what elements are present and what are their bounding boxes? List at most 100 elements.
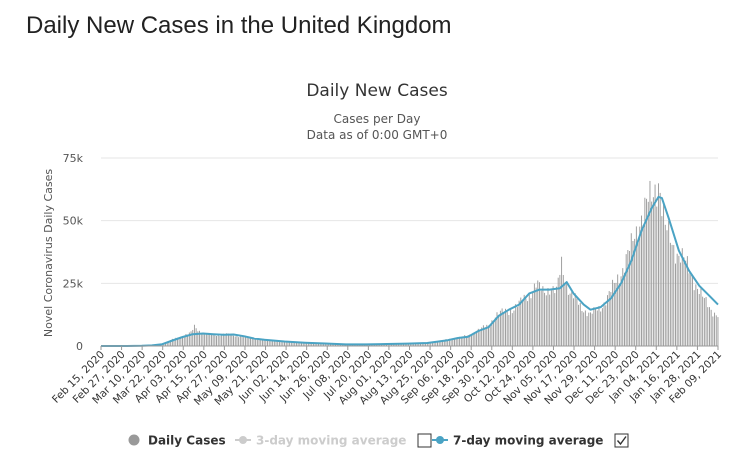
daily-cases-bar — [454, 338, 455, 346]
seven-day-moving-average-line — [101, 195, 719, 347]
daily-cases-bar — [204, 332, 206, 346]
legend-circle-marker — [128, 434, 140, 446]
daily-cases-bar — [193, 324, 195, 346]
legend-item-daily-cases[interactable]: Daily Cases — [128, 434, 226, 448]
daily-cases-bar — [309, 343, 311, 346]
daily-cases-bar — [323, 343, 325, 346]
daily-cases-bar — [569, 293, 571, 346]
daily-cases-bar — [406, 343, 408, 346]
daily-cases-bar — [673, 245, 675, 346]
daily-cases-bar — [708, 307, 710, 346]
daily-cases-bar — [554, 293, 556, 346]
daily-cases-bar — [586, 316, 588, 346]
daily-cases-bar — [437, 341, 438, 346]
daily-cases-bar — [233, 335, 234, 346]
daily-cases-bar — [292, 342, 294, 346]
daily-cases-bar — [549, 294, 551, 346]
daily-cases-bar — [615, 282, 617, 346]
daily-cases-bar — [250, 337, 251, 346]
daily-cases-bar — [647, 201, 649, 346]
daily-cases-bar — [420, 343, 421, 346]
daily-cases-bar — [413, 343, 415, 346]
chart-subtitle-line-1: Cases per Day — [334, 112, 421, 126]
daily-cases-bar — [697, 288, 699, 346]
legend-item-3-day-moving-average[interactable]: 3-day moving average — [235, 434, 406, 448]
daily-cases-bar — [333, 343, 335, 346]
daily-cases-bar — [540, 290, 542, 346]
daily-cases-bar — [246, 336, 248, 346]
daily-cases-bar — [450, 338, 452, 346]
daily-cases-bar — [399, 343, 401, 346]
daily-cases-bar — [219, 335, 221, 346]
daily-cases-bar — [503, 312, 505, 346]
daily-cases-bar — [641, 215, 642, 346]
daily-cases-bar — [403, 343, 404, 346]
daily-cases-bar — [688, 273, 690, 346]
daily-cases-bar — [600, 311, 602, 346]
legend-checkbox[interactable] — [417, 433, 432, 448]
daily-cases-bar — [328, 343, 330, 346]
daily-cases-bar — [508, 315, 510, 346]
daily-cases-bar — [686, 256, 688, 346]
daily-cases-bar — [627, 250, 629, 346]
daily-cases-bar — [610, 292, 612, 346]
daily-cases-bar — [295, 342, 297, 346]
daily-cases-bar — [414, 343, 416, 346]
daily-cases-bar — [297, 342, 299, 346]
daily-cases-bar — [401, 343, 403, 346]
daily-cases-bar — [533, 283, 535, 346]
legend: Daily Cases 3-day moving average 7-day mov… — [128, 433, 629, 448]
daily-cases-bar — [527, 301, 529, 346]
daily-cases-bar — [464, 335, 466, 346]
daily-cases-bar — [312, 343, 314, 346]
daily-cases-bar — [265, 339, 267, 346]
daily-cases-bar — [387, 344, 389, 346]
daily-cases-bar — [566, 281, 568, 346]
daily-cases-bar — [197, 331, 199, 346]
daily-cases-bar — [321, 343, 323, 346]
daily-cases-bar — [491, 320, 493, 346]
daily-cases-bar — [183, 336, 185, 346]
daily-cases-bar — [556, 286, 557, 346]
daily-cases-bar — [311, 343, 313, 346]
daily-cases-bar — [671, 244, 673, 346]
daily-cases-bar — [573, 298, 574, 346]
daily-cases-bar — [607, 295, 608, 346]
y-axis-title: Novel Coronavirus Daily Cases — [42, 169, 55, 337]
daily-cases-bar — [386, 344, 387, 346]
daily-cases-bar — [416, 343, 418, 346]
daily-cases-bar — [438, 341, 440, 346]
daily-cases-bar — [163, 343, 165, 346]
daily-cases-bar — [190, 331, 192, 346]
daily-cases-bar — [584, 310, 586, 346]
daily-cases-bar — [683, 257, 685, 346]
daily-cases-bar — [596, 310, 598, 346]
daily-cases-bar — [624, 272, 625, 346]
daily-cases-bar — [496, 312, 498, 346]
daily-cases-bar — [306, 342, 308, 346]
daily-cases-bar — [222, 333, 224, 346]
daily-cases-bar — [571, 291, 573, 346]
daily-cases-bar — [707, 307, 709, 346]
daily-cases-bar — [382, 344, 384, 346]
daily-cases-bar — [260, 338, 262, 346]
daily-cases-bar — [261, 339, 263, 346]
daily-cases-bar — [324, 343, 326, 346]
daily-cases-bar — [192, 329, 194, 346]
daily-cases-bar — [666, 230, 668, 346]
check-mark-icon — [616, 436, 627, 446]
daily-cases-bar — [430, 342, 432, 346]
daily-cases-bar — [630, 233, 632, 346]
daily-cases-bar — [651, 201, 653, 346]
daily-cases-bar — [180, 336, 182, 346]
daily-cases-bar — [216, 335, 217, 346]
daily-cases-bar — [471, 335, 472, 346]
daily-cases-bar — [644, 197, 646, 346]
daily-cases-bar — [445, 339, 447, 346]
legend-item-7-day-moving-average[interactable]: 7-day moving average — [432, 434, 603, 448]
daily-cases-bar — [171, 338, 173, 346]
legend-checkbox[interactable] — [614, 433, 629, 448]
daily-cases-bar — [243, 336, 245, 346]
daily-cases-bar — [329, 343, 331, 346]
daily-cases-bar — [301, 342, 302, 346]
